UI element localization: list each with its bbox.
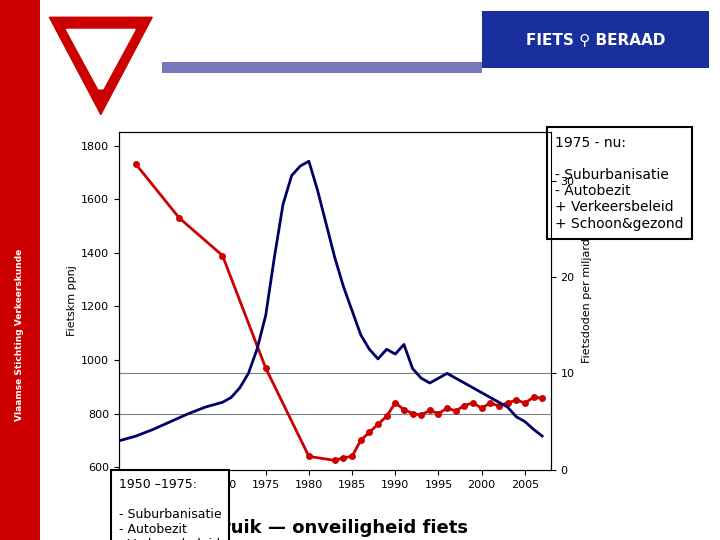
Polygon shape [50, 17, 152, 114]
Text: Vlaamse Stichting Verkeerskunde: Vlaamse Stichting Verkeerskunde [15, 249, 24, 421]
Polygon shape [92, 90, 109, 114]
Y-axis label: Fietskm ppnj: Fietskm ppnj [67, 266, 77, 336]
Text: 1975 - nu:

- Suburbanisatie
- Autobezit
+ Verkeersbeleid
+ Schoon&gezond: 1975 - nu: - Suburbanisatie - Autobezit … [555, 136, 683, 231]
Text: bruik — onveiligheid fiets: bruik — onveiligheid fiets [209, 519, 468, 537]
Polygon shape [66, 30, 135, 93]
Y-axis label: Fietsdoden per miljard: Fietsdoden per miljard [582, 239, 592, 363]
Text: FIETS ⚲ BERAAD: FIETS ⚲ BERAAD [526, 32, 665, 46]
Text: 1950 –1975:

- Suburbanisatie
- Autobezit
- Verkeersbeleid
- Ouderwets: 1950 –1975: - Suburbanisatie - Autobezit… [119, 478, 222, 540]
